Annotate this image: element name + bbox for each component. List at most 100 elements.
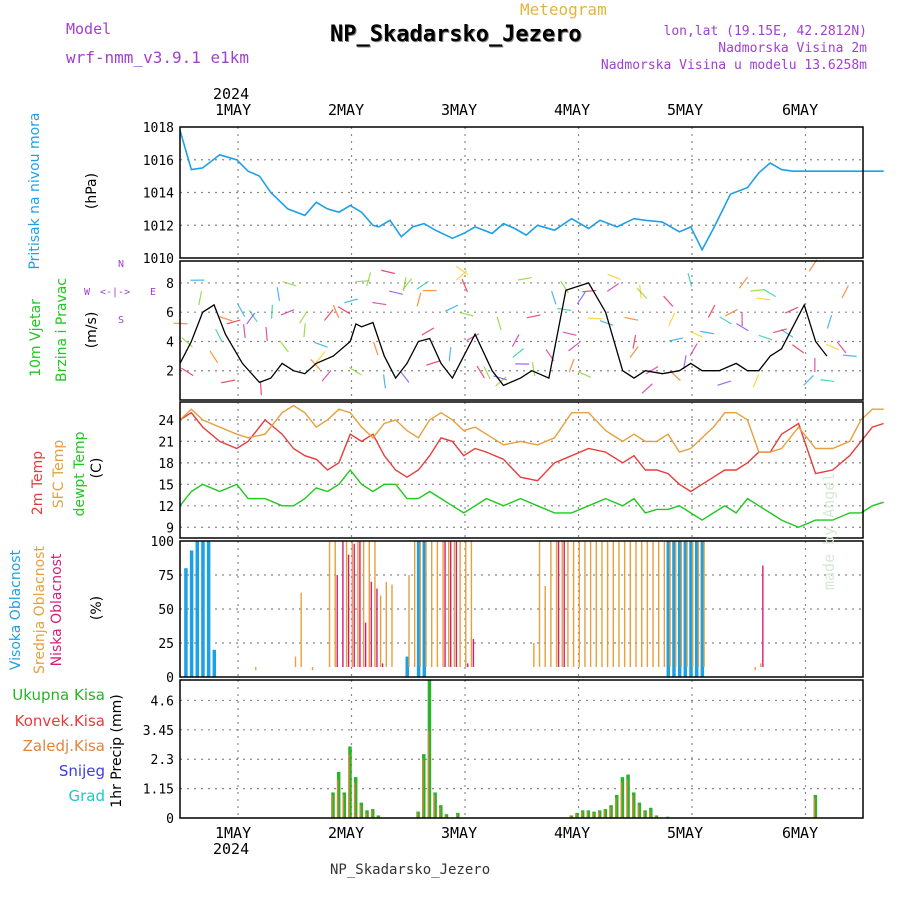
- wind-arrow: [668, 312, 676, 326]
- wind-arrow: [512, 348, 524, 358]
- wind-arrow: [259, 381, 262, 396]
- bottom-day-label: 1MAY: [215, 824, 252, 842]
- y-tick-label: 1012: [143, 219, 174, 234]
- wind-arrow: [181, 367, 194, 377]
- high-cloud-bar: [201, 541, 205, 677]
- wind-arrow: [587, 317, 603, 320]
- conv-precip-bar: [370, 810, 373, 818]
- conv-precip-bar: [649, 810, 651, 818]
- wind-arrow: [560, 280, 569, 294]
- high-cloud-bar: [195, 541, 200, 677]
- legend-total-rain: Ukupna Kisa: [12, 686, 105, 704]
- y-tick-label: 4.6: [151, 694, 174, 709]
- panel-frame: [179, 540, 864, 678]
- total-precip-bar: [416, 811, 420, 818]
- wind-arrow: [444, 304, 459, 312]
- wind-arrow: [279, 340, 289, 353]
- total-precip-bar: [569, 815, 574, 818]
- wind-arrow: [303, 323, 306, 338]
- conv-precip-bar: [427, 731, 430, 818]
- model-altitude-text: Nadmorska Visina u modelu 13.6258m: [600, 58, 867, 73]
- total-precip-bar: [353, 777, 358, 818]
- high-cloud-bar: [405, 656, 409, 677]
- meteogram-subtitle: Meteogram: [520, 0, 607, 19]
- total-precip-bar: [614, 795, 619, 818]
- wind-arrow: [355, 280, 370, 283]
- wind-arrow: [314, 341, 328, 348]
- conv-precip-bar: [353, 782, 356, 818]
- total-precip-bar: [331, 792, 335, 818]
- wind-arrow: [641, 383, 653, 394]
- wind-arrow: [750, 289, 765, 292]
- total-precip-bar: [376, 815, 381, 818]
- y-tick-label: 1018: [143, 121, 174, 136]
- temp-unit: (C): [89, 457, 105, 479]
- conv-precip-bar: [609, 807, 611, 818]
- wind-unit: (m/s): [84, 311, 100, 349]
- y-tick-label: 9: [166, 521, 174, 536]
- data-layer: [173, 130, 884, 818]
- wind-arrow: [381, 269, 395, 275]
- high-cloud-bar: [666, 541, 671, 677]
- wind-arrow: [724, 308, 738, 317]
- total-precip-bar: [359, 802, 364, 818]
- cloud-label-1: Visoka Oblacnost: [8, 549, 24, 671]
- conv-precip-bar: [456, 814, 458, 818]
- total-precip-bar: [649, 807, 653, 818]
- wind-arrow: [820, 379, 835, 383]
- total-precip-bar: [626, 774, 630, 818]
- pressure-line: [179, 130, 884, 252]
- conv-precip-bar: [342, 795, 345, 818]
- wind-arrow: [221, 379, 236, 384]
- model-name: wrf-nmm_v3.9.1 e1km: [66, 48, 250, 67]
- high-cloud-bar: [212, 649, 217, 677]
- wind-arrow: [466, 333, 480, 342]
- watermark: made by Angel: [820, 472, 838, 590]
- high-cloud-bar: [189, 550, 194, 677]
- frame-layer: [179, 126, 864, 819]
- wind-arrow: [683, 355, 687, 370]
- high-cloud-bar: [206, 541, 211, 677]
- conv-precip-bar: [637, 805, 640, 818]
- wind-arrow: [280, 309, 295, 316]
- wind-arrow: [607, 273, 621, 281]
- total-precip-bar: [456, 812, 460, 818]
- wind-arrow: [337, 306, 351, 315]
- wind-arrow: [577, 371, 592, 378]
- wind-arrow: [493, 375, 507, 381]
- wind-arrow: [496, 316, 502, 331]
- grid-layer: [180, 127, 863, 818]
- conv-precip-bar: [654, 815, 657, 818]
- wind-arrow: [576, 291, 586, 305]
- wind-arrow: [399, 370, 410, 383]
- total-precip-bar: [632, 792, 636, 818]
- conv-precip-bar: [597, 811, 600, 818]
- legend-graupel: Grad: [68, 787, 105, 805]
- wind-arrow: [826, 314, 833, 329]
- conv-precip-bar: [336, 779, 339, 818]
- wind-arrow: [738, 276, 749, 289]
- conv-precip-bar: [422, 759, 424, 818]
- wind-arrow: [669, 337, 683, 342]
- y-tick-label: 8: [166, 277, 174, 292]
- high-cloud-bar: [689, 541, 693, 677]
- lonlat-text: lon,lat (19.15E, 42.2812N): [663, 24, 868, 39]
- high-cloud-bar: [422, 541, 427, 677]
- y-tick-label: 1.15: [143, 783, 174, 798]
- total-precip-bar: [597, 810, 602, 818]
- bottom-day-label: 2MAY: [328, 824, 365, 842]
- legend-conv-rain: Konvek.Kisa: [14, 712, 105, 730]
- wind-arrow: [803, 374, 814, 386]
- wind-arrow: [780, 328, 794, 338]
- tsfc-line: [179, 404, 884, 453]
- wind-arrow: [624, 316, 639, 321]
- wind-arrow: [237, 304, 246, 317]
- bottom-day-label: 6MAY: [782, 824, 819, 842]
- wind-arrow: [689, 343, 698, 356]
- compass-n: N: [118, 259, 125, 270]
- conv-precip-bar: [359, 805, 362, 818]
- wind-arrow: [209, 350, 219, 364]
- total-precip-bar: [643, 810, 647, 818]
- wind-arrow: [323, 309, 334, 321]
